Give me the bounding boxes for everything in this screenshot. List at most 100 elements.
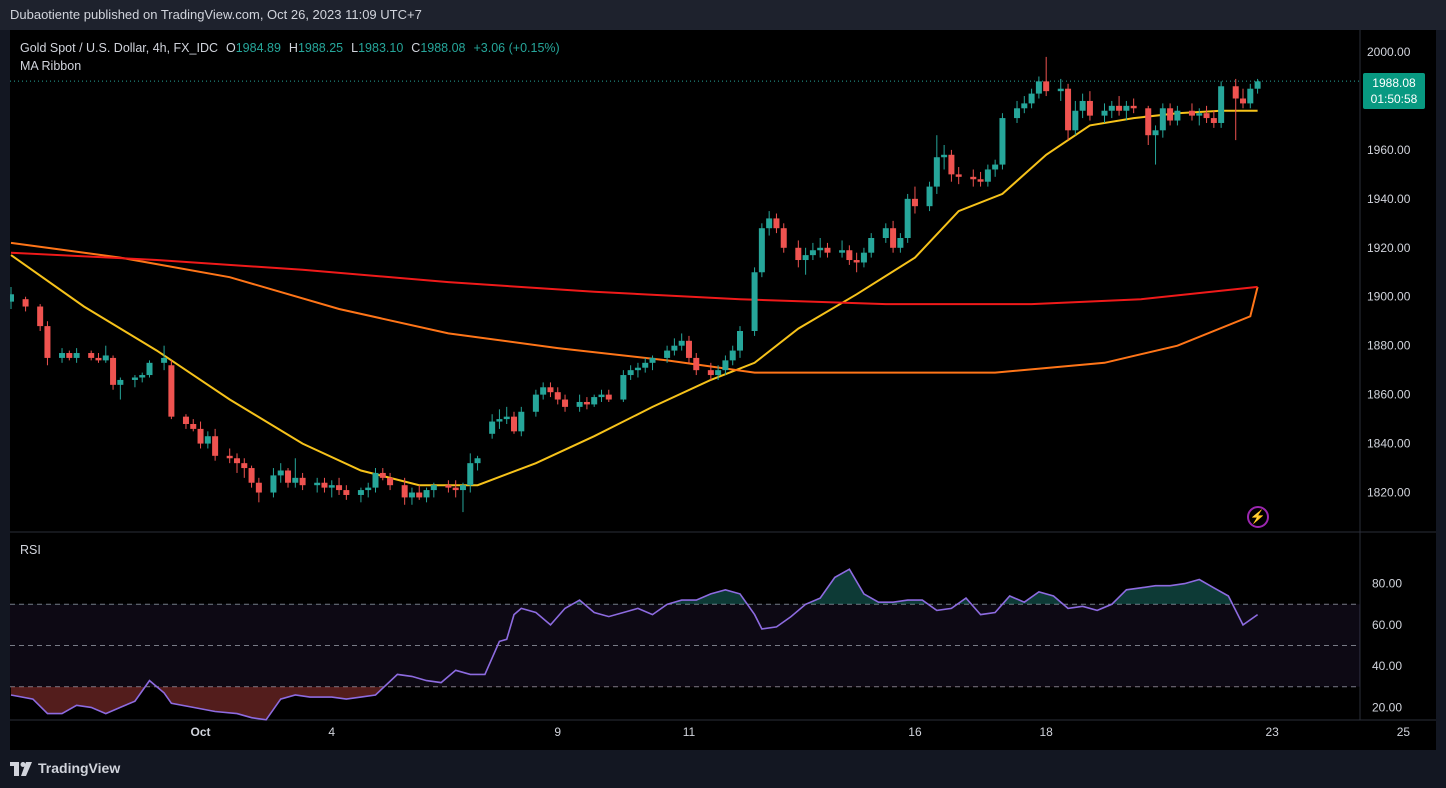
lightning-icon[interactable]: ⚡ [1247,506,1269,528]
rsi-tick-label: 20.00 [1372,700,1402,714]
candle-body [1108,105,1115,111]
candle-body [693,357,700,371]
candle-body [10,294,14,302]
candle-body [66,353,73,358]
candle-body [408,492,415,498]
publish-header: Dubaotiente published on TradingView.com… [0,0,1446,30]
candle-body [671,345,678,351]
price-tick-label: 1860.00 [1367,388,1411,402]
candle-body [110,357,117,385]
candle-body [737,331,743,351]
candle-body [1116,105,1123,111]
price-tick-label: 1920.00 [1367,241,1411,255]
time-tick-label: 18 [1040,725,1054,739]
candle-body [1196,113,1203,116]
ma-series-line [10,109,1258,487]
candle-body [1152,130,1159,136]
candle-body [933,157,940,187]
time-tick-label: 25 [1397,725,1411,739]
candle-body [824,247,831,253]
candle-body [511,416,518,432]
candle-body [1218,86,1225,123]
candle-body [583,401,590,405]
candle-body [423,490,430,498]
ma-ribbon-label[interactable]: MA Ribbon [20,59,82,73]
candle-body [459,485,466,491]
candle-body [817,247,824,251]
candle-body [773,218,780,229]
candle-body [161,357,168,363]
symbol-title: Gold Spot / U.S. Dollar, 4h, FX_IDC [20,41,218,55]
candle-body [248,468,255,483]
candle-body [212,436,219,456]
candle-body [88,353,95,358]
chart-svg[interactable]: 1820.001840.001860.001880.001900.001920.… [10,30,1436,750]
candle-body [73,353,80,358]
candle-body [489,421,496,434]
candle-body [1159,108,1166,131]
candle-body [416,492,423,498]
candle-body [1174,110,1181,121]
candle-body [1101,110,1108,116]
candle-body [37,306,44,327]
candle-body [1072,110,1079,131]
candle-body [503,416,510,420]
candle-body [1123,105,1130,111]
ohlc-legend: Gold Spot / U.S. Dollar, 4h, FX_IDC O1984… [20,40,560,56]
candle-body [941,154,948,158]
candle-body [1014,108,1021,119]
candle-body [336,485,343,491]
candle-body [1043,81,1050,92]
last-price-badge: 1988.08 01:50:58 [1363,73,1425,109]
candle-body [1065,88,1072,131]
rsi-tick-label: 60.00 [1372,618,1402,632]
candle-body [970,176,977,180]
candle-body [365,487,372,491]
candle-body [277,470,284,476]
candle-body [554,392,561,400]
candle-body [576,401,583,407]
candle-body [955,174,962,177]
candle-body [795,247,802,261]
candle-body [1247,88,1254,104]
price-tick-label: 2000.00 [1367,45,1411,59]
candle-body [729,350,736,361]
price-tick-label: 1900.00 [1367,290,1411,304]
low-value: 1983.10 [358,41,404,55]
candle-body [131,377,138,380]
candle-body [467,463,474,486]
candle-body [846,250,853,261]
candle-body [1028,93,1035,104]
change-value: +3.06 (+0.15%) [473,41,560,55]
candle-body [379,472,386,478]
candle-body [642,362,649,368]
candle-body [540,387,547,395]
rsi-label[interactable]: RSI [20,543,41,557]
candle-body [95,357,102,361]
candle-body [598,394,605,398]
candle-body [1232,86,1239,99]
high-label: H [288,41,298,55]
candle-body [270,475,277,493]
candle-body [343,490,350,495]
candle-body [758,228,765,273]
candle-body [445,485,452,488]
rsi-oversold-fill [11,686,1258,720]
candle-body [627,370,634,376]
candle-body [977,179,984,182]
chart-area[interactable]: 1820.00 1840.00 1860.00 1880.00 1900.00 1920.… [10,30,1436,750]
candle-body [591,397,598,405]
candle-body [168,365,175,417]
time-tick-label: 23 [1265,725,1279,739]
candle-body [518,411,525,432]
candle-body [722,360,729,371]
tradingview-logo-icon [10,762,32,776]
candle-body [780,228,787,248]
last-price-value: 1988.08 [1372,76,1416,90]
candle-body [948,154,955,175]
candle-body [241,463,248,469]
candle-body [802,255,809,261]
price-tick-label: 1820.00 [1367,486,1411,500]
candle-body [839,250,846,253]
open-value: 1984.89 [235,41,281,55]
